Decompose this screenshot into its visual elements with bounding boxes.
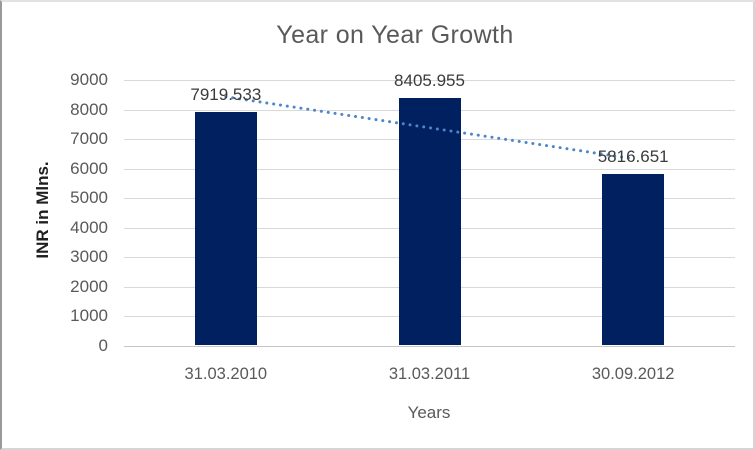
y-tick-label: 3000 — [70, 247, 108, 266]
y-tick-label: 0 — [98, 335, 108, 355]
y-tick-label: 9000 — [70, 70, 108, 89]
y-tick-label: 1000 — [70, 306, 108, 325]
chart-title: Year on Year Growth — [276, 21, 514, 49]
x-axis-line — [124, 345, 735, 347]
y-tick-label: 2000 — [70, 276, 108, 296]
bar — [602, 173, 665, 346]
y-tick-label: 5000 — [70, 188, 108, 207]
y-tick-label: 7000 — [70, 129, 108, 148]
x-axis-title: Years — [407, 403, 451, 422]
x-tick-label: 31.03.2010 — [184, 365, 268, 383]
x-tick-label: 31.03.2011 — [388, 365, 471, 383]
y-tick-label: 8000 — [70, 99, 108, 119]
bar — [194, 111, 257, 346]
x-tick-label: 30.09.2012 — [591, 365, 675, 383]
y-tick-label: 6000 — [70, 158, 108, 178]
bar-data-label: 7919.533 — [190, 84, 262, 104]
bar — [398, 97, 461, 346]
bar-data-label: 8405.955 — [394, 70, 465, 90]
bar-data-label: 5816.651 — [597, 146, 669, 166]
gridline — [124, 80, 735, 81]
y-tick-label: 4000 — [70, 217, 108, 237]
